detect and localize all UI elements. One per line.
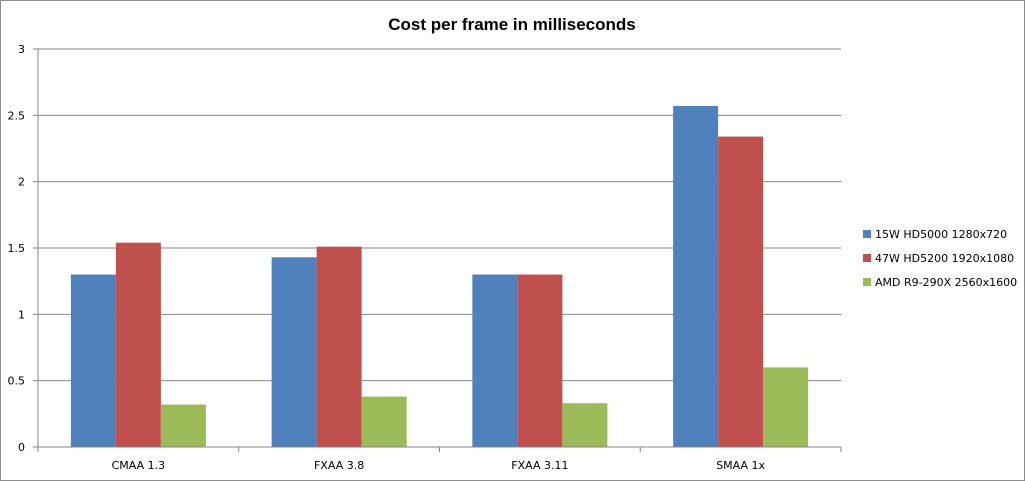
bar	[271, 257, 317, 447]
y-tick-label: 0	[18, 441, 25, 454]
bar	[673, 106, 719, 448]
chart-title: Cost per frame in milliseconds	[388, 15, 636, 34]
y-tick-label: 0.5	[8, 375, 26, 388]
bar	[763, 367, 809, 447]
x-tick-label: SMAA 1x	[716, 459, 765, 472]
legend-label: AMD R9-290X 2560x1600	[875, 276, 1017, 289]
bar	[361, 396, 407, 447]
y-tick-label: 3	[18, 43, 25, 56]
legend-swatch	[863, 254, 871, 262]
legend-label: 15W HD5000 1280x720	[875, 228, 1007, 241]
legend-label: 47W HD5200 1920x1080	[875, 252, 1014, 265]
legend-swatch	[863, 230, 871, 238]
x-tick-label: FXAA 3.11	[511, 459, 568, 472]
y-tick-label: 1	[18, 308, 25, 321]
bars	[70, 106, 809, 448]
bar	[160, 404, 206, 447]
bar	[562, 403, 608, 447]
legend: 15W HD5000 1280x720 47W HD5200 1920x1080 A…	[863, 228, 1017, 289]
y-tick-label: 1.5	[8, 242, 26, 255]
y-tick-label: 2	[18, 176, 25, 189]
x-tick-label: CMAA 1.3	[112, 459, 166, 472]
y-tick-label: 2.5	[8, 109, 26, 122]
legend-swatch	[863, 278, 871, 286]
axes: 0 0.5 1 1.5 2 2.5 3 CMAA 1.3 FXAA 3.8 FXAA 3.11 SM…	[8, 43, 842, 472]
bar	[517, 274, 563, 447]
bar	[316, 246, 362, 447]
bar	[718, 136, 764, 447]
bar	[472, 274, 518, 447]
x-tick-label: FXAA 3.8	[314, 459, 364, 472]
bar	[115, 242, 161, 447]
bar	[70, 274, 116, 447]
